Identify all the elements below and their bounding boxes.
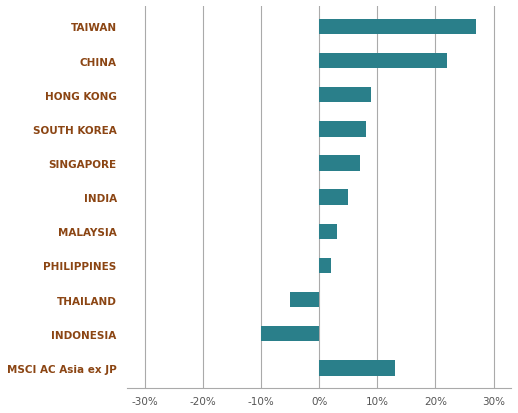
Bar: [319, 88, 371, 103]
Bar: [261, 326, 319, 342]
Bar: [319, 258, 330, 273]
Bar: [290, 292, 319, 308]
Bar: [319, 156, 360, 171]
Bar: [319, 54, 447, 69]
Bar: [319, 20, 476, 35]
Bar: [319, 361, 395, 376]
Bar: [319, 190, 348, 205]
Bar: [319, 224, 337, 240]
Bar: [319, 122, 366, 137]
